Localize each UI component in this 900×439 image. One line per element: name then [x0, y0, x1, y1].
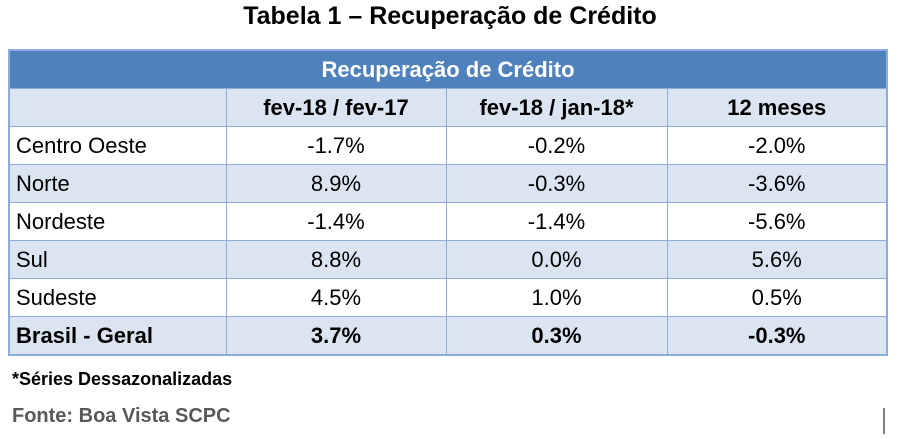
text-cursor — [883, 408, 885, 434]
table-row: Norte 8.9% -0.3% -3.6% — [8, 164, 888, 203]
column-header-yoy: fev-18 / fev-17 — [225, 88, 447, 127]
footnote: *Séries Dessazonalizadas — [12, 369, 233, 389]
table-title: Tabela 1 – Recuperação de Crédito — [243, 2, 657, 30]
region-cell: Norte — [8, 164, 227, 203]
ttm-cell: -2.0% — [666, 126, 888, 165]
credit-recovery-table: Recuperação de Crédito fev-18 / fev-17 f… — [8, 49, 889, 356]
source-note: Fonte: Boa Vista SCPC — [12, 405, 231, 427]
ttm-cell: -0.3% — [666, 316, 888, 356]
table-row: Nordeste -1.4% -1.4% -5.6% — [8, 202, 888, 241]
ttm-cell: 0.5% — [666, 278, 888, 317]
mom-cell: 0.3% — [445, 316, 668, 356]
table-row-total: Brasil - Geral 3.7% 0.3% -0.3% — [8, 316, 888, 356]
column-header-row: fev-18 / fev-17 fev-18 / jan-18* 12 mese… — [8, 88, 888, 127]
mom-cell: 0.0% — [445, 240, 668, 279]
region-cell: Centro Oeste — [8, 126, 227, 165]
table-row: Sul 8.8% 0.0% 5.6% — [8, 240, 888, 279]
yoy-cell: 8.9% — [225, 164, 447, 203]
ttm-cell: -5.6% — [666, 202, 888, 241]
region-cell: Brasil - Geral — [8, 316, 227, 356]
table-banner-row: Recuperação de Crédito — [8, 49, 888, 89]
column-header-region — [8, 88, 227, 127]
column-header-mom: fev-18 / jan-18* — [445, 88, 668, 127]
mom-cell: -0.3% — [445, 164, 668, 203]
yoy-cell: -1.7% — [225, 126, 447, 165]
yoy-cell: -1.4% — [225, 202, 447, 241]
mom-cell: -0.2% — [445, 126, 668, 165]
yoy-cell: 8.8% — [225, 240, 447, 279]
mom-cell: -1.4% — [445, 202, 668, 241]
yoy-cell: 4.5% — [225, 278, 447, 317]
yoy-cell: 3.7% — [225, 316, 447, 356]
ttm-cell: -3.6% — [666, 164, 888, 203]
table-row: Sudeste 4.5% 1.0% 0.5% — [8, 278, 888, 317]
ttm-cell: 5.6% — [666, 240, 888, 279]
mom-cell: 1.0% — [445, 278, 668, 317]
column-header-12-months: 12 meses — [666, 88, 888, 127]
table-banner: Recuperação de Crédito — [8, 49, 888, 89]
region-cell: Nordeste — [8, 202, 227, 241]
region-cell: Sul — [8, 240, 227, 279]
region-cell: Sudeste — [8, 278, 227, 317]
table-row: Centro Oeste -1.7% -0.2% -2.0% — [8, 126, 888, 165]
